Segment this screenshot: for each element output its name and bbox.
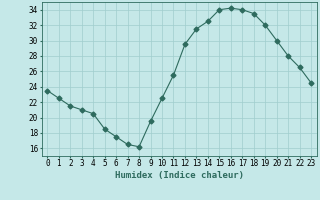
X-axis label: Humidex (Indice chaleur): Humidex (Indice chaleur)	[115, 171, 244, 180]
